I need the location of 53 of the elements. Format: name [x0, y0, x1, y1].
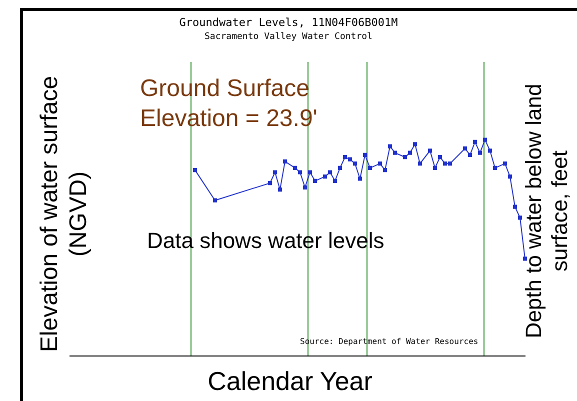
point [438, 155, 442, 160]
point [508, 174, 512, 179]
point [518, 216, 522, 220]
annotation: Source: Department of Water Resources [300, 337, 478, 346]
chart-title: Groundwater Levels, 11N04F06B001M [178, 16, 399, 29]
point [212, 198, 218, 202]
point [298, 170, 302, 174]
point [408, 150, 412, 155]
point [428, 148, 432, 153]
point [278, 187, 282, 192]
point [338, 166, 342, 170]
point [468, 152, 472, 158]
point [512, 204, 518, 209]
point [418, 162, 422, 166]
point [312, 178, 318, 183]
point [352, 162, 358, 166]
point [492, 166, 498, 170]
point [292, 166, 298, 170]
point [462, 146, 468, 151]
point [442, 162, 448, 166]
point [362, 152, 368, 158]
annotation: Data shows water levels [147, 228, 384, 254]
point [482, 138, 488, 142]
point [358, 176, 362, 181]
annotation: Elevation of water surface (NGVD) [35, 74, 93, 354]
point [268, 181, 272, 186]
chart-subtitle: Sacramento Valley Water Control [204, 32, 374, 42]
point [432, 166, 438, 170]
point [332, 178, 338, 183]
point [472, 140, 478, 144]
point [392, 150, 398, 155]
point [348, 157, 352, 162]
point [448, 162, 452, 166]
point [402, 155, 408, 160]
text: Ground Surface Elevation = 23.9' [140, 74, 318, 134]
point [388, 144, 392, 148]
point [368, 166, 372, 170]
point [382, 168, 388, 172]
annotation: Depth to water below land surface, feet [521, 82, 573, 340]
point [282, 159, 288, 164]
point [478, 150, 482, 155]
point [272, 170, 278, 174]
point [378, 162, 382, 166]
point [502, 162, 508, 166]
point [412, 142, 418, 146]
x-axis-title: Calendar Year [206, 366, 374, 397]
point [192, 168, 198, 172]
point [328, 170, 332, 174]
point [342, 155, 348, 160]
point [322, 174, 328, 179]
point [302, 185, 308, 190]
point [308, 170, 312, 174]
point [488, 148, 492, 153]
